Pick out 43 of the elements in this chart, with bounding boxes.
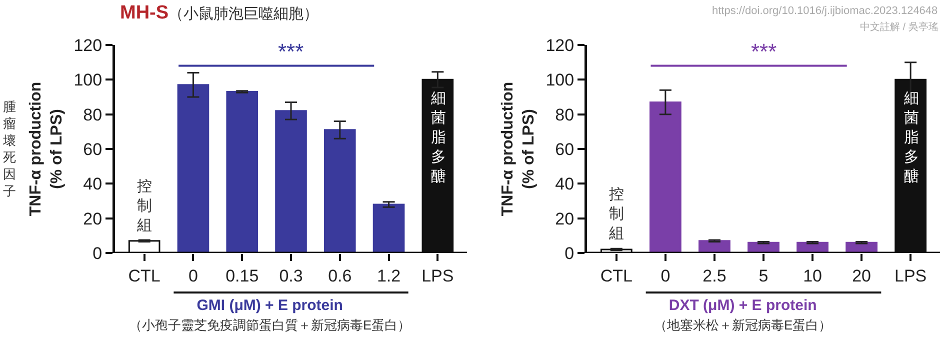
annotation: 細菌脂多醣 (430, 90, 446, 185)
text: 中文註解 / 吳亭瑤 (860, 21, 938, 33)
y-tick-label: 40 (83, 174, 102, 194)
x-tick-label: LPS (422, 266, 454, 286)
x-tick-label: 0 (660, 266, 670, 286)
x-tick-label: 1.2 (376, 266, 401, 286)
y-tick-label: 40 (555, 174, 574, 194)
annotation: *** (278, 39, 304, 64)
x-tick-label: CTL (128, 266, 160, 286)
x-tick-label: 0.3 (279, 266, 303, 286)
x-tick-label: CTL (600, 266, 632, 286)
y-tick-label: 0 (564, 244, 574, 263)
x-tick-label: 0.15 (226, 266, 259, 286)
y-tick-label: 20 (555, 209, 574, 228)
x-tick-label: 5 (758, 266, 768, 286)
x-tick-label: 20 (852, 266, 872, 286)
chart-title: MH-S (120, 2, 169, 24)
y-tick-label: 60 (555, 140, 574, 159)
y-tick-label: 120 (74, 36, 102, 55)
y-tick-label: 60 (83, 140, 102, 159)
y-tick-label: 120 (546, 36, 574, 55)
y-tick-label: 80 (83, 105, 102, 124)
y-axis-title: TNF-α production (% of LPS) (28, 82, 66, 216)
x-axis-title: GMI (μM) + E protein （小孢子靈芝免疫調節蛋白質＋新冠病毒E蛋白） (129, 297, 411, 332)
y-tick-label: 100 (546, 70, 574, 90)
y-tick-label: 80 (555, 105, 574, 124)
annotation: 控制組 (608, 186, 624, 242)
annotation: *** (751, 39, 778, 64)
x-tick-label: 10 (803, 266, 822, 286)
x-axis-title: DXT (μM) + E protein （地塞米松＋新冠病毒E蛋白） (654, 297, 832, 332)
chart-subtitle: （小鼠肺泡巨噬細胞） (168, 5, 319, 22)
y-axis-title: TNF-α production (% of LPS) (500, 82, 538, 216)
annotation: 細菌脂多醣 (903, 90, 919, 185)
x-tick-label: 2.5 (702, 266, 726, 286)
x-tick-label: LPS (894, 266, 927, 286)
y-tick-label: 0 (92, 244, 102, 263)
y-tick-label: 20 (83, 209, 102, 228)
x-tick-label: 0.6 (328, 266, 352, 286)
x-tick-label: 0 (188, 266, 198, 286)
annotation: 控制組 (136, 178, 152, 234)
y-tick-label: 100 (74, 70, 102, 90)
text: https://doi.org/10.1016/j.ijbiomac.2023.124648 (712, 5, 938, 17)
text: 腫瘤壞死因子 (2, 99, 16, 198)
